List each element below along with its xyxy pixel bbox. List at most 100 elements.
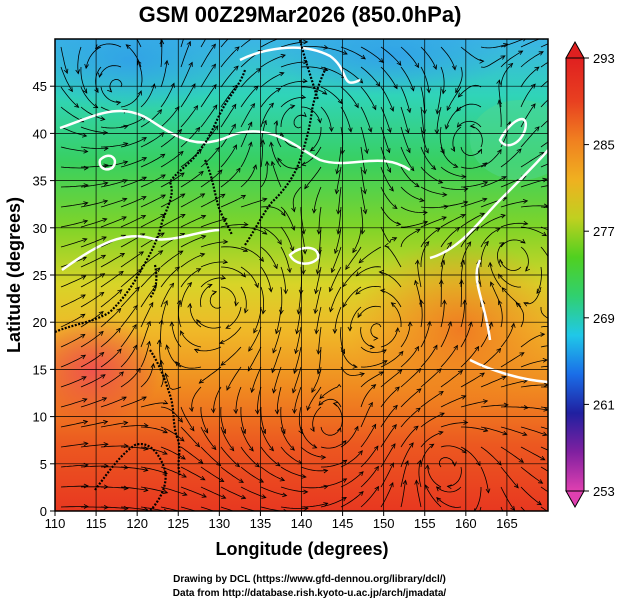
streamline-arrowhead (309, 146, 316, 152)
streamline (60, 485, 89, 488)
streamline (500, 380, 528, 388)
streamline-arrowhead (413, 425, 419, 431)
streamline-arrowhead (561, 455, 566, 459)
streamline-arrowhead (364, 148, 369, 155)
streamline (500, 446, 524, 463)
streamline (311, 366, 322, 393)
streamline-arrowhead (515, 302, 521, 308)
streamline-arrowhead (386, 167, 392, 173)
streamline-arrowhead (559, 132, 564, 136)
streamline (400, 425, 419, 448)
streamline-arrowhead (220, 361, 226, 366)
streamline (400, 46, 419, 68)
streamline (95, 43, 122, 49)
streamline-arrowhead (199, 252, 206, 258)
streamline (360, 402, 373, 428)
streamline (458, 84, 482, 98)
streamline (304, 166, 322, 189)
streamline (220, 266, 246, 278)
streamline (60, 376, 87, 388)
streamline (460, 260, 465, 287)
streamline-arrowhead (203, 428, 209, 434)
streamline (310, 127, 322, 152)
streamline-arrowhead (453, 344, 458, 351)
streamline-arrowhead (466, 241, 472, 247)
streamline (160, 106, 180, 128)
streamline-arrowhead (222, 259, 229, 264)
streamline (160, 193, 185, 208)
streamline-arrowhead (220, 193, 226, 199)
streamline (318, 206, 322, 234)
streamline-arrowhead (271, 388, 277, 394)
streamline-arrowhead (283, 509, 288, 511)
streamline-arrowhead (123, 485, 129, 491)
streamline (329, 286, 342, 312)
streamline (220, 46, 240, 68)
streamline (140, 194, 166, 208)
streamline-arrowhead (373, 336, 379, 341)
streamline (436, 106, 442, 134)
streamline (500, 148, 522, 168)
streamline-arrowhead (441, 89, 447, 95)
colorbar-tick-label: 285 (593, 138, 615, 153)
streamline-arrowhead (197, 148, 203, 154)
streamline-arrowhead (280, 53, 286, 59)
streamline (400, 442, 414, 468)
streamline (515, 302, 524, 328)
streamline (280, 266, 287, 294)
streamline-arrowhead (201, 493, 207, 498)
streamline-arrowhead (195, 442, 201, 448)
streamline (317, 326, 322, 354)
streamline (540, 406, 548, 409)
streamline-arrowhead (555, 321, 559, 325)
streamline (220, 406, 226, 434)
streamline-arrowhead (429, 443, 435, 449)
streamline (340, 491, 364, 508)
streamline-arrowhead (501, 176, 507, 181)
chart-title: GSM 00Z29Mar2026 (850.0hPa) (139, 2, 462, 27)
streamline-arrowhead (304, 184, 309, 190)
streamline (440, 201, 468, 208)
streamline-arrowhead (446, 105, 451, 112)
streamline-arrowhead (424, 148, 429, 154)
streamline-arrowhead (498, 258, 504, 265)
streamline-arrowhead (562, 36, 566, 40)
streamline-arrowhead (286, 267, 292, 274)
streamline (80, 236, 107, 248)
streamline-arrowhead (335, 169, 340, 175)
streamline-arrowhead (373, 445, 379, 451)
streamline-arrowhead (193, 105, 199, 111)
contour-line (469, 358, 548, 384)
streamline-arrowhead (329, 127, 334, 133)
streamline-arrowhead (280, 211, 286, 217)
streamline-arrowhead (272, 348, 277, 354)
streamline-arrowhead (414, 182, 420, 188)
streamline-arrowhead (279, 309, 284, 315)
streamline (140, 132, 165, 148)
streamline-arrowhead (484, 240, 489, 246)
streamline (440, 395, 466, 408)
streamline (240, 266, 259, 288)
streamline (340, 46, 366, 60)
streamline (400, 206, 428, 213)
streamline (440, 279, 442, 308)
streamline-arrowhead (241, 272, 246, 278)
streamline-arrowhead (82, 238, 88, 243)
streamline (100, 422, 128, 428)
streamline (60, 46, 68, 74)
streamline (80, 182, 108, 188)
streamline-arrowhead (141, 137, 147, 142)
streamline-arrowhead (316, 229, 322, 235)
streamline (240, 142, 252, 168)
streamline (80, 292, 104, 308)
streamline (439, 126, 445, 154)
streamline (200, 426, 217, 450)
x-tick-label: 130 (208, 516, 230, 531)
streamline (498, 100, 502, 128)
streamline-arrowhead (367, 127, 373, 133)
streamline (420, 241, 430, 267)
streamline-arrowhead (122, 197, 128, 203)
streamline (352, 226, 362, 253)
streamline (500, 63, 513, 88)
streamline-arrowhead (323, 502, 329, 507)
